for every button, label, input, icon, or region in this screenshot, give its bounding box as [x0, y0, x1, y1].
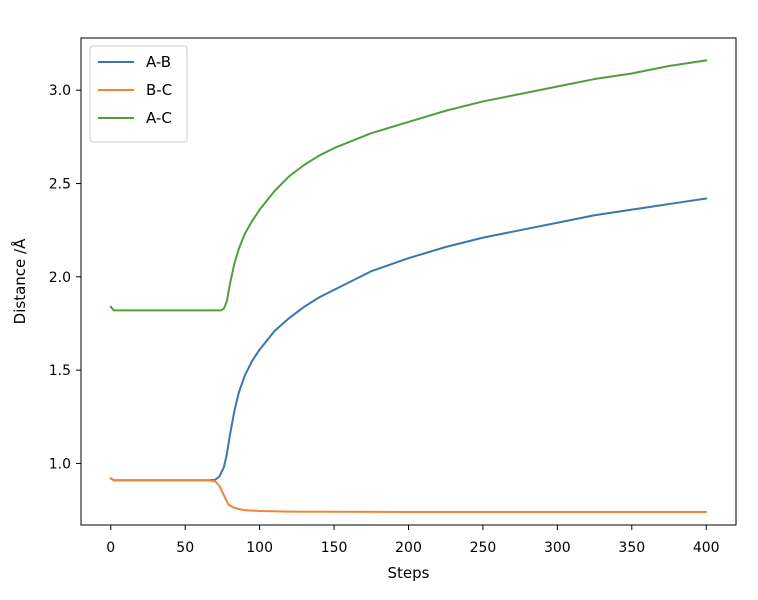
y-tick-label: 1.0 [49, 456, 71, 472]
y-axis: 1.0 1.5 2.0 2.5 3.0 [49, 83, 81, 472]
legend-label: A-C [146, 109, 172, 127]
y-tick-label: 3.0 [49, 83, 71, 99]
legend-label: B-C [146, 81, 172, 99]
series-line-b-c [109, 477, 708, 513]
x-axis-label: Steps [388, 564, 430, 582]
series-line-a-c [109, 59, 708, 312]
x-tick-label: 50 [176, 540, 194, 556]
x-tick-label: 250 [470, 540, 497, 556]
x-tick-label: 350 [618, 540, 645, 556]
x-tick-label: 200 [395, 540, 422, 556]
legend-label: A-B [146, 53, 171, 71]
series-line-a-b [109, 197, 708, 482]
y-tick-label: 1.5 [49, 363, 71, 379]
y-axis-label: Distance /Å [10, 238, 29, 324]
x-tick-label: 400 [693, 540, 720, 556]
x-tick-label: 0 [106, 540, 115, 556]
x-tick-label: 150 [321, 540, 348, 556]
x-axis: 0 50 100 150 200 250 300 350 400 [106, 525, 720, 556]
legend: A-B B-C A-C [89, 45, 188, 143]
x-tick-label: 300 [544, 540, 571, 556]
x-tick-label: 100 [246, 540, 273, 556]
plot-content [109, 59, 708, 513]
y-tick-label: 2.5 [49, 177, 71, 193]
legend-box [89, 45, 188, 143]
y-tick-label: 2.0 [49, 270, 71, 286]
